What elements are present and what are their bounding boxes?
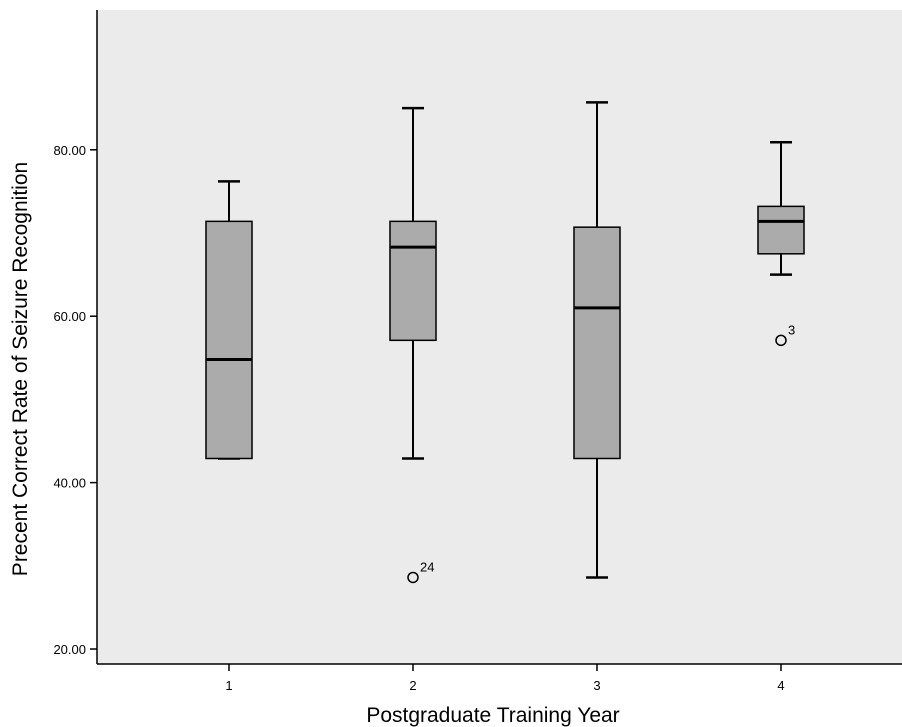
y-axis-title: Precent Correct Rate of Seizure Recognit… <box>9 162 32 576</box>
outlier-marker <box>407 571 419 584</box>
x-tick-label: 1 <box>225 678 232 693</box>
y-tick-label: 20.00 <box>53 642 86 657</box>
iqr-box <box>205 220 253 460</box>
outlier-marker <box>775 334 787 347</box>
iqr-box <box>573 226 621 460</box>
box-group <box>205 180 253 460</box>
box-group <box>757 141 805 276</box>
x-tick-label: 4 <box>777 678 784 693</box>
y-tick-label: 40.00 <box>53 476 86 491</box>
outlier-label: 3 <box>788 322 795 337</box>
x-axis-title: Postgraduate Training Year <box>366 704 619 727</box>
y-tick-label: 60.00 <box>53 309 86 324</box>
outlier-label: 24 <box>420 559 434 574</box>
x-tick-label: 2 <box>409 678 416 693</box>
iqr-box <box>757 205 805 255</box>
y-tick-label: 80.00 <box>53 143 86 158</box>
x-tick-label: 3 <box>593 678 600 693</box>
iqr-box <box>389 220 437 342</box>
box-group <box>573 101 621 579</box>
box-group <box>389 106 437 460</box>
